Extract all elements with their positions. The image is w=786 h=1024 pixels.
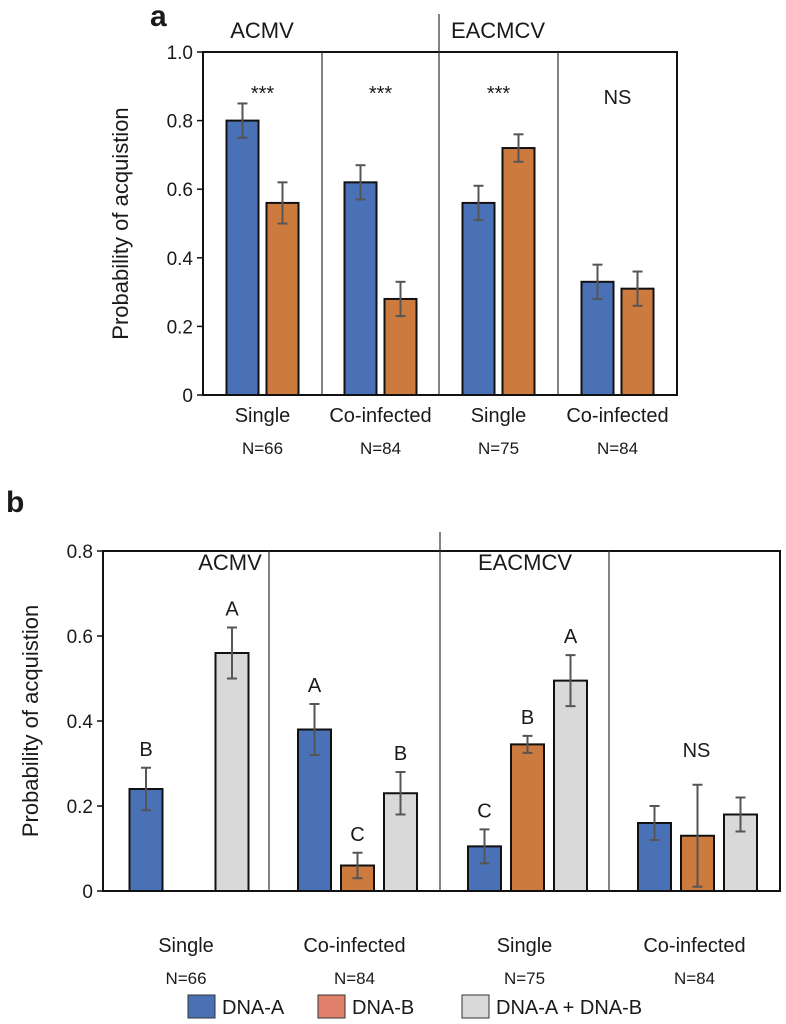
significance-label: ***	[369, 83, 393, 105]
bar-dna-a	[461, 201, 496, 396]
group-letter: B	[521, 707, 534, 729]
category-label: Co-infected	[329, 405, 431, 427]
virus-label: EACMCV	[451, 18, 545, 43]
group-letter: A	[564, 626, 578, 648]
sample-size-label: N=84	[597, 439, 638, 458]
category-label: Co-infected	[566, 405, 668, 427]
plot-frame	[102, 550, 781, 892]
group-letter: B	[139, 739, 152, 761]
bar-dna-b	[510, 743, 545, 892]
y-tick-label: 0	[182, 386, 193, 407]
group-letter: C	[477, 800, 491, 822]
y-tick-label: 0.8	[67, 542, 93, 563]
legend-swatch	[461, 994, 490, 1019]
bar-dna-b	[501, 147, 536, 396]
legend-label: DNA-A + DNA-B	[496, 997, 642, 1019]
bar-dna-a	[343, 181, 378, 396]
y-tick-label: 0	[82, 882, 93, 903]
panel-letter: b	[6, 486, 24, 519]
plot-frame	[202, 51, 678, 396]
sample-size-label: N=84	[334, 969, 375, 988]
y-tick-label: 0.2	[167, 317, 193, 338]
virus-label: EACMCV	[478, 550, 572, 575]
virus-label: ACMV	[198, 550, 262, 575]
group-letter: A	[308, 675, 322, 697]
y-tick-label: 0.4	[67, 712, 94, 733]
sample-size-label: N=84	[674, 969, 715, 988]
bar-dna-a	[225, 119, 260, 396]
y-tick-label: 0.8	[167, 112, 193, 133]
y-axis-label: Probability of acquistion	[18, 605, 43, 837]
group-letter: B	[394, 743, 407, 765]
y-tick-label: 0.6	[167, 180, 193, 201]
legend-label: DNA-B	[352, 997, 414, 1019]
bar-dna-a-dna-b	[553, 679, 588, 892]
virus-label: ACMV	[230, 18, 294, 43]
legend-swatch	[187, 994, 216, 1019]
y-tick-label: 1.0	[167, 43, 193, 64]
significance-label: NS	[683, 740, 711, 762]
legend-swatch	[317, 994, 346, 1019]
sample-size-label: N=66	[165, 969, 206, 988]
bar-dna-a-dna-b	[214, 652, 250, 892]
y-tick-label: 0.4	[167, 249, 194, 270]
panel-letter: a	[150, 0, 167, 33]
bar-dna-b	[265, 201, 300, 396]
sample-size-label: N=75	[504, 969, 545, 988]
group-letter: A	[225, 599, 239, 621]
significance-label: ***	[251, 83, 275, 105]
category-label: Single	[471, 405, 527, 427]
significance-label: NS	[604, 87, 632, 109]
bar-dna-a	[297, 728, 332, 892]
category-label: Co-infected	[643, 935, 745, 957]
y-axis-label: Probability of acquistion	[108, 107, 133, 339]
sample-size-label: N=66	[242, 439, 283, 458]
sample-size-label: N=75	[478, 439, 519, 458]
category-label: Single	[497, 935, 553, 957]
significance-label: ***	[487, 83, 511, 105]
group-letter: C	[350, 824, 364, 846]
category-label: Single	[158, 935, 214, 957]
legend-label: DNA-A	[222, 997, 285, 1019]
sample-size-label: N=84	[360, 439, 401, 458]
category-label: Single	[235, 405, 291, 427]
y-tick-label: 0.2	[67, 797, 93, 818]
y-tick-label: 0.6	[67, 627, 93, 648]
category-label: Co-infected	[303, 935, 405, 957]
